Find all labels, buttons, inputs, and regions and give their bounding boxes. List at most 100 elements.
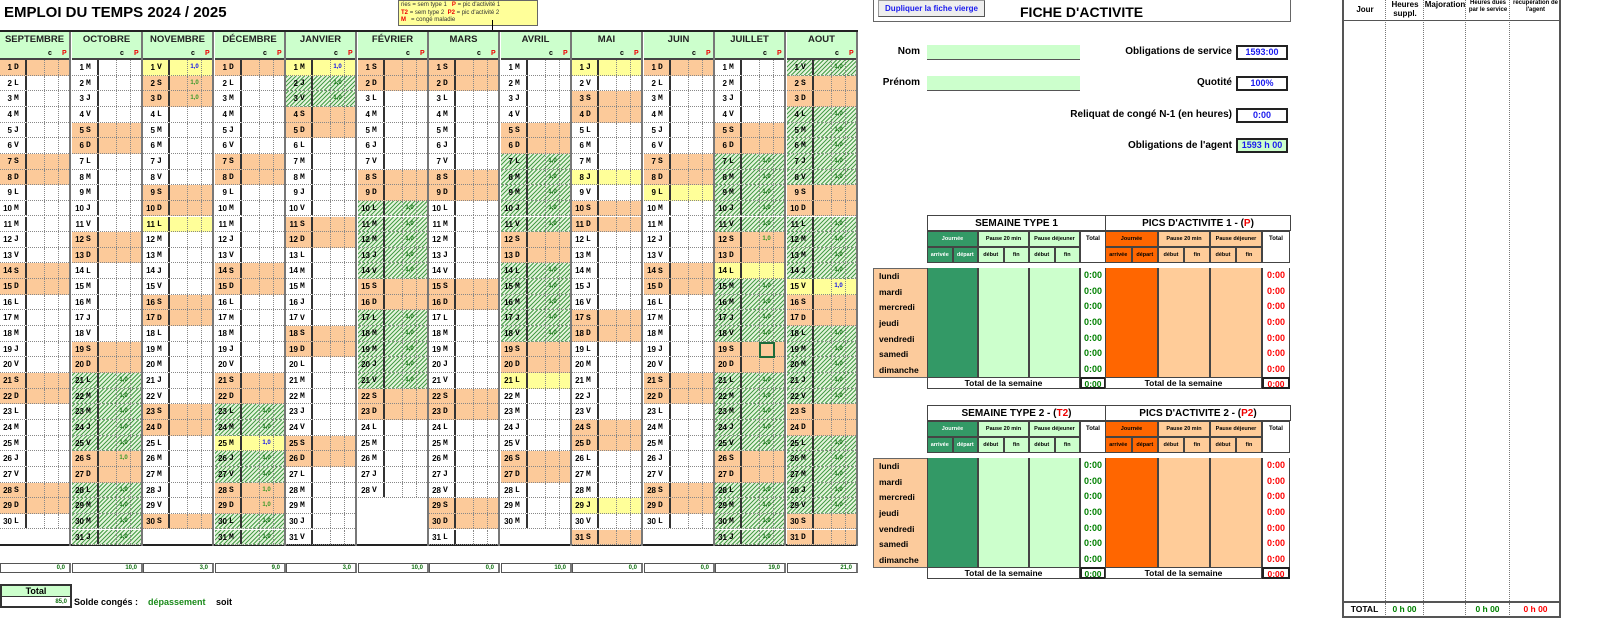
day-row[interactable]: 30 1,0 <box>715 513 784 530</box>
conge-cell[interactable] <box>45 357 59 372</box>
conge-cell[interactable] <box>188 185 202 200</box>
day-code-cell[interactable] <box>313 373 331 388</box>
day-row[interactable]: 19 <box>215 341 284 358</box>
day-code-cell[interactable] <box>313 91 331 106</box>
pic-cell[interactable] <box>345 123 355 138</box>
day-row[interactable]: 13 1,0 <box>358 247 427 264</box>
day-row[interactable]: 27 <box>143 466 212 483</box>
day-row[interactable]: 12 <box>0 232 69 248</box>
pause_dej-column[interactable] <box>1210 268 1262 378</box>
pic-cell[interactable] <box>345 107 355 122</box>
conge-cell[interactable] <box>45 60 59 75</box>
conge-cell[interactable]: 1,0 <box>760 200 774 216</box>
conge-cell[interactable] <box>117 185 131 200</box>
day-code-cell[interactable] <box>599 513 617 529</box>
day-row[interactable]: 17 <box>286 310 355 327</box>
day-row[interactable]: 28 <box>644 482 713 499</box>
pic-cell[interactable] <box>202 232 212 247</box>
day-code-cell[interactable] <box>313 200 331 216</box>
conge-cell[interactable] <box>188 138 202 153</box>
conge-cell[interactable] <box>403 482 417 498</box>
day-row[interactable]: 21 1,0 <box>715 373 784 389</box>
day-code-cell[interactable] <box>385 60 403 75</box>
pic-cell[interactable] <box>846 232 856 247</box>
day-row[interactable]: 9 <box>143 185 212 201</box>
day-row[interactable]: 15 <box>143 279 212 295</box>
pic-cell[interactable] <box>560 232 570 247</box>
day-row[interactable]: 6 <box>644 138 713 154</box>
day-code-cell[interactable] <box>456 247 474 263</box>
day-code-cell[interactable] <box>313 451 331 466</box>
conge-cell[interactable] <box>188 435 202 451</box>
conge-cell[interactable] <box>260 200 274 216</box>
day-row[interactable]: 16 1,0 <box>501 294 570 311</box>
hours-column[interactable] <box>1344 0 1386 601</box>
day-row[interactable]: 12 <box>72 232 141 248</box>
conge-cell[interactable]: 1,0 <box>117 451 131 466</box>
day-code-cell[interactable] <box>671 388 689 404</box>
day-code-cell[interactable] <box>742 498 760 513</box>
day-row[interactable]: 21 1,0 <box>358 373 427 389</box>
day-code-cell[interactable] <box>99 263 117 279</box>
day-code-cell[interactable] <box>385 200 403 216</box>
pic-cell[interactable] <box>417 342 427 357</box>
day-code-cell[interactable] <box>599 310 617 326</box>
day-code-cell[interactable] <box>456 466 474 482</box>
conge-cell[interactable] <box>617 263 631 279</box>
day-code-cell[interactable] <box>599 357 617 372</box>
day-row[interactable]: 17 <box>787 310 856 327</box>
pic-cell[interactable] <box>202 201 212 216</box>
pic-cell[interactable] <box>274 420 284 435</box>
pic-cell[interactable] <box>631 138 641 153</box>
pic-cell[interactable] <box>774 326 784 341</box>
conge-cell[interactable] <box>45 279 59 294</box>
pic-cell[interactable] <box>488 232 498 247</box>
conge-cell[interactable] <box>331 232 345 247</box>
day-code-cell[interactable] <box>313 106 331 122</box>
day-code-cell[interactable] <box>242 419 260 435</box>
day-row[interactable]: 5 <box>286 122 355 139</box>
day-code-cell[interactable] <box>814 435 832 451</box>
pic-cell[interactable] <box>774 76 784 91</box>
day-code-cell[interactable] <box>313 169 331 185</box>
day-row[interactable]: 21 1,0 <box>72 373 141 389</box>
day-code-cell[interactable] <box>671 482 689 498</box>
conge-cell[interactable] <box>546 466 560 482</box>
conge-cell[interactable]: 1,0 <box>832 263 846 279</box>
day-row[interactable]: 25 <box>286 435 355 452</box>
day-row[interactable]: 4 <box>429 106 498 123</box>
pic-cell[interactable] <box>774 201 784 216</box>
day-code-cell[interactable] <box>242 106 260 122</box>
conge-cell[interactable]: 1,0 <box>403 263 417 279</box>
conge-cell[interactable] <box>474 216 488 232</box>
journee-column[interactable] <box>1105 268 1158 378</box>
pic-cell[interactable] <box>774 123 784 138</box>
day-code-cell[interactable] <box>599 404 617 419</box>
pic-cell[interactable] <box>631 60 641 75</box>
day-code-cell[interactable] <box>814 169 832 185</box>
day-code-cell[interactable] <box>599 185 617 200</box>
pic-cell[interactable] <box>774 436 784 451</box>
day-row[interactable]: 26 <box>715 451 784 467</box>
day-row[interactable]: 29 <box>143 498 212 514</box>
pic-cell[interactable] <box>59 154 69 169</box>
day-row[interactable]: 21 1,0 <box>787 373 856 389</box>
day-code-cell[interactable] <box>599 498 617 513</box>
day-row[interactable]: 10 1,0 <box>501 200 570 217</box>
pic-cell[interactable] <box>417 326 427 341</box>
day-code-cell[interactable] <box>170 247 188 263</box>
pic-cell[interactable] <box>488 263 498 278</box>
pic-cell[interactable] <box>131 373 141 388</box>
conge-cell[interactable] <box>117 138 131 153</box>
day-code-cell[interactable] <box>742 153 760 169</box>
conge-cell[interactable] <box>832 404 846 419</box>
conge-cell[interactable] <box>474 232 488 247</box>
day-code-cell[interactable] <box>27 247 45 263</box>
day-code-cell[interactable] <box>456 138 474 153</box>
day-code-cell[interactable] <box>456 341 474 357</box>
day-code-cell[interactable] <box>456 169 474 185</box>
pic-cell[interactable] <box>631 483 641 498</box>
pic-cell[interactable] <box>560 248 570 263</box>
conge-cell[interactable]: 1,0 <box>403 200 417 216</box>
day-row[interactable]: 10 <box>0 200 69 217</box>
